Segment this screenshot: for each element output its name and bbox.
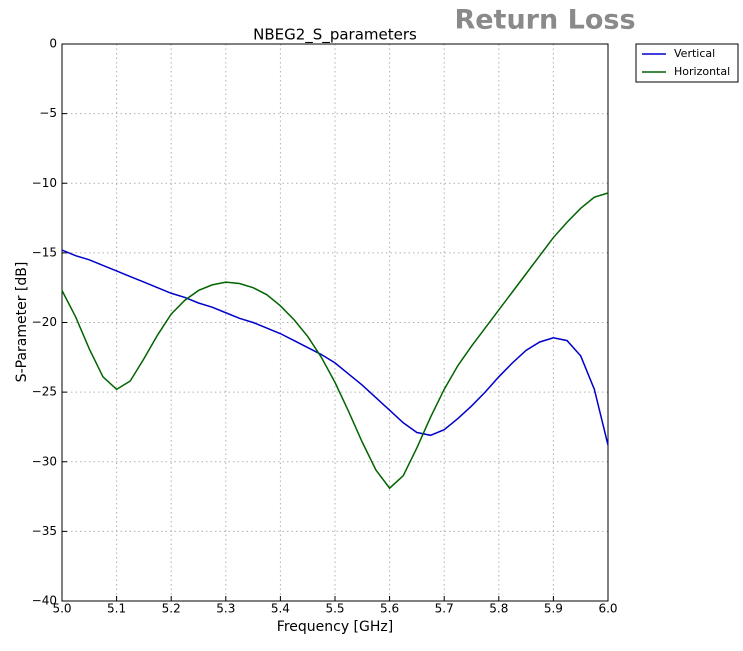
y-tick-label: −20 (32, 315, 57, 329)
x-tick-label: 6.0 (598, 602, 617, 616)
x-tick-label: 5.6 (380, 602, 399, 616)
y-tick-label: 0 (49, 37, 57, 51)
plot-frame (61, 43, 609, 602)
legend-label: Horizontal (674, 65, 730, 78)
annotation: Return Loss (454, 5, 635, 36)
x-tick-label: 5.0 (52, 602, 71, 616)
y-tick-label: −5 (39, 106, 57, 120)
x-tick-label: 5.7 (435, 602, 454, 616)
x-tick-label: 5.1 (107, 602, 126, 616)
x-tick-label: 5.5 (325, 602, 344, 616)
legend-box (635, 43, 739, 83)
x-tick-label: 5.3 (216, 602, 235, 616)
x-tick-label: 5.9 (544, 602, 563, 616)
y-tick-label: −25 (32, 385, 57, 399)
y-tick-label: −35 (32, 524, 57, 538)
line-series (61, 249, 609, 446)
x-axis-label: Frequency [GHz] (277, 619, 393, 635)
legend-label: Vertical (674, 47, 715, 60)
x-tick-label: 5.2 (162, 602, 181, 616)
y-tick-label: −40 (32, 594, 57, 608)
x-tick-label: 5.8 (489, 602, 508, 616)
x-tick-label: 5.4 (271, 602, 290, 616)
y-axis-label: S-Parameter [dB] (14, 262, 30, 383)
line-series (61, 192, 609, 490)
y-tick-label: −15 (32, 245, 57, 259)
y-tick-label: −10 (32, 176, 57, 190)
y-tick-label: −30 (32, 454, 57, 468)
chart-title: NBEG2_S_parameters (253, 26, 417, 45)
